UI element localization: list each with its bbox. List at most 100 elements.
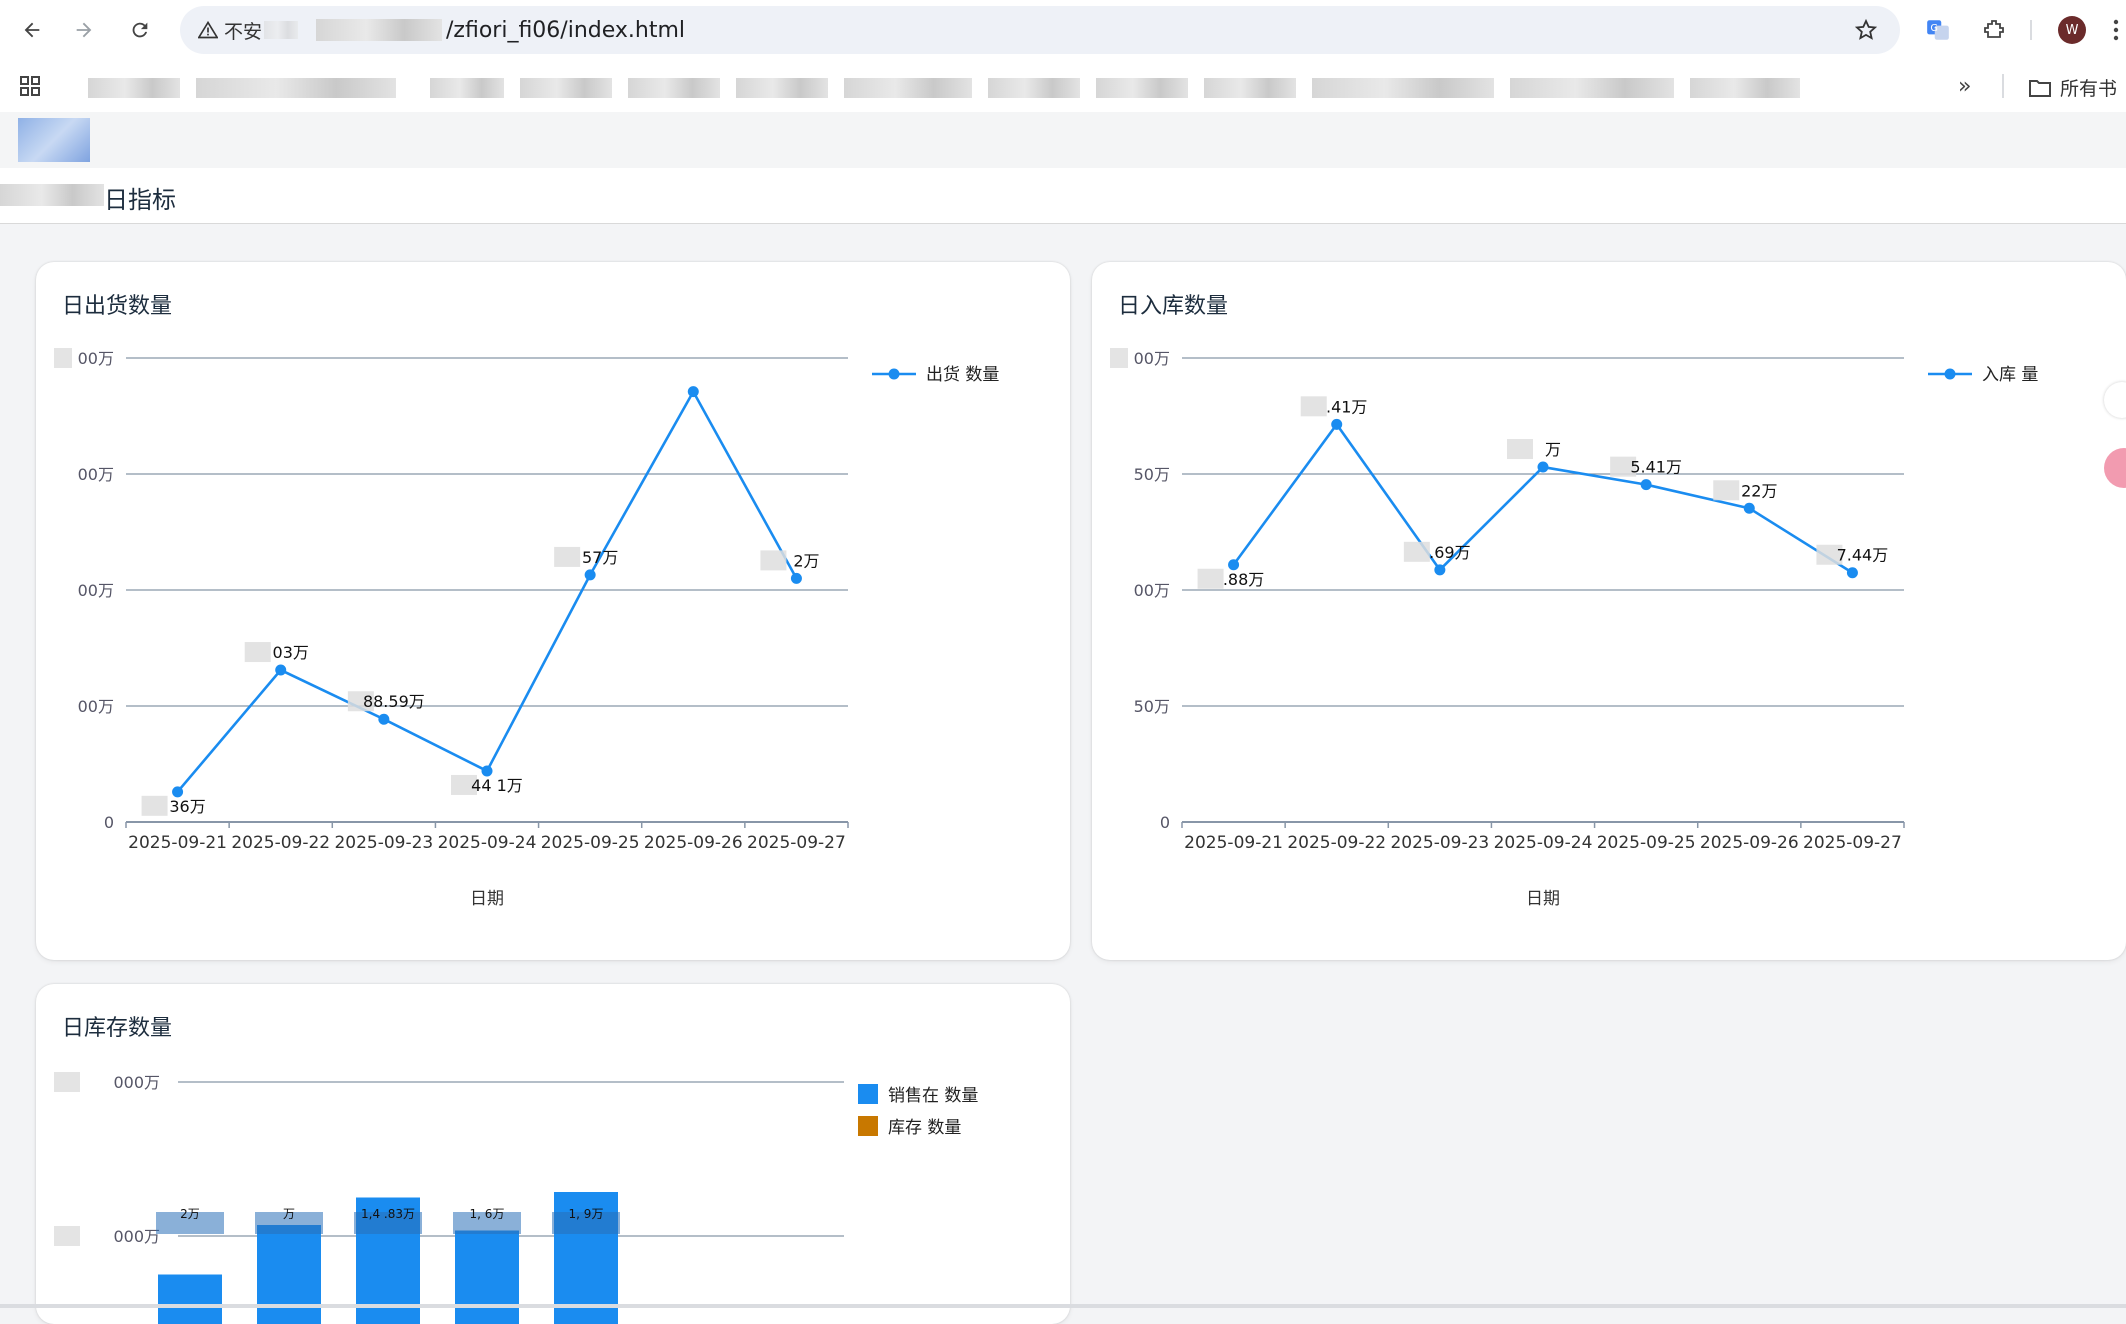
series-line <box>178 392 797 792</box>
redacted-block <box>1110 348 1128 368</box>
bookmark-item[interactable] <box>988 78 1080 98</box>
x-tick-label: 2025-09-22 <box>1287 833 1386 853</box>
data-label: 36万 <box>169 797 205 816</box>
x-tick-label: 2025-09-21 <box>1184 833 1283 853</box>
x-axis-title: 日期 <box>1526 889 1560 909</box>
y-tick-label: 00万 <box>1134 349 1170 368</box>
data-label: 1,4 .83万 <box>361 1207 415 1221</box>
extensions-icon[interactable] <box>1978 14 2010 46</box>
y-tick-label: 00万 <box>78 349 114 368</box>
legend-swatch-orange <box>858 1116 878 1136</box>
data-point <box>275 665 286 676</box>
redacted-block <box>245 642 271 662</box>
warning-icon <box>198 20 218 40</box>
data-label: 7.44万 <box>1837 546 1889 565</box>
apps-grid-icon[interactable] <box>18 74 42 102</box>
legend-marker <box>889 369 900 380</box>
reload-icon[interactable] <box>124 14 156 46</box>
app-header <box>0 112 2126 168</box>
redacted-block <box>1507 439 1533 459</box>
bookmark-item[interactable] <box>88 78 180 98</box>
data-point <box>791 573 802 584</box>
x-tick-label: 2025-09-27 <box>1803 833 1902 853</box>
data-point <box>378 714 389 725</box>
bookmark-item[interactable] <box>736 78 828 98</box>
address-bar[interactable]: 不安 /zfiori_fi06/index.html <box>180 6 1900 54</box>
data-point <box>1641 479 1652 490</box>
redacted-block <box>760 550 786 570</box>
bar <box>455 1231 519 1324</box>
y-tick-label: 000万 <box>113 1073 160 1092</box>
bookmark-item[interactable] <box>196 78 396 98</box>
redacted-block <box>142 796 168 816</box>
legend-label: 出货 数量 <box>926 365 999 385</box>
url-text: /zfiori_fi06/index.html <box>446 18 685 43</box>
menu-icon[interactable] <box>2100 14 2126 46</box>
y-tick-label: 50万 <box>1134 697 1170 716</box>
company-logo[interactable] <box>18 118 90 162</box>
y-tick-label: 00万 <box>1134 581 1170 600</box>
bookmark-star-icon[interactable] <box>1854 18 1878 46</box>
data-label: 1, 6万 <box>470 1207 505 1221</box>
bookmark-item[interactable] <box>520 78 612 98</box>
bookmark-item[interactable] <box>430 78 504 98</box>
data-label: 44 1万 <box>471 776 523 795</box>
data-point <box>1744 503 1755 514</box>
bookmark-item[interactable] <box>628 78 720 98</box>
security-warning[interactable]: 不安 <box>198 17 262 44</box>
y-tick-label: 000万 <box>113 1227 160 1246</box>
x-tick-label: 2025-09-23 <box>334 833 433 853</box>
redacted-block <box>1404 542 1430 562</box>
data-point <box>1331 419 1342 430</box>
x-tick-label: 2025-09-25 <box>541 833 640 853</box>
data-point <box>1538 462 1549 473</box>
data-label: 万 <box>283 1207 295 1221</box>
data-label: .69万 <box>1429 543 1470 562</box>
bookmark-item[interactable] <box>1510 78 1674 98</box>
legend-label: 入库 量 <box>1982 365 2038 385</box>
data-label: 1, 9万 <box>569 1207 604 1221</box>
legend-label: 库存 数量 <box>888 1118 961 1138</box>
x-axis-title: 日期 <box>470 889 504 909</box>
data-label: 2万 <box>180 1207 200 1221</box>
x-tick-label: 2025-09-27 <box>747 833 846 853</box>
back-icon[interactable] <box>16 14 48 46</box>
legend-marker <box>1945 369 1956 380</box>
y-tick-label: 00万 <box>78 465 114 484</box>
data-label: 万 <box>1545 440 1561 459</box>
x-tick-label: 2025-09-24 <box>438 833 537 853</box>
browser-toolbar: 不安 /zfiori_fi06/index.html G W <box>0 0 2126 60</box>
x-tick-label: 2025-09-21 <box>128 833 227 853</box>
all-bookmarks-folder[interactable]: 所有书 <box>2028 74 2117 101</box>
profile-avatar[interactable]: W <box>2058 16 2086 44</box>
redacted-block <box>54 1226 80 1246</box>
bookmark-item[interactable] <box>844 78 972 98</box>
page-title: 日指标 <box>104 180 176 215</box>
bookmark-item[interactable] <box>1312 78 1494 98</box>
folder-icon <box>2028 78 2052 98</box>
forward-icon[interactable] <box>68 14 100 46</box>
data-label: 2万 <box>793 551 819 570</box>
x-tick-label: 2025-09-23 <box>1390 833 1489 853</box>
security-label: 不安 <box>224 17 262 44</box>
data-label: 03万 <box>273 643 309 662</box>
bookmark-item[interactable] <box>1096 78 1188 98</box>
bar <box>158 1275 222 1324</box>
redacted-block <box>54 348 72 368</box>
translate-icon[interactable]: G <box>1922 14 1954 46</box>
data-label: 57万 <box>582 548 618 567</box>
data-point <box>1434 564 1445 575</box>
x-tick-label: 2025-09-26 <box>644 833 743 853</box>
legend-label: 销售在 数量 <box>888 1086 978 1106</box>
bookmarks-divider <box>2002 74 2004 98</box>
more-bookmarks-icon[interactable]: » <box>1958 74 1971 99</box>
y-tick-label: 0 <box>1160 813 1170 832</box>
bookmark-item[interactable] <box>1690 78 1800 98</box>
redacted-block <box>1713 480 1739 500</box>
bookmark-item[interactable] <box>1204 78 1296 98</box>
